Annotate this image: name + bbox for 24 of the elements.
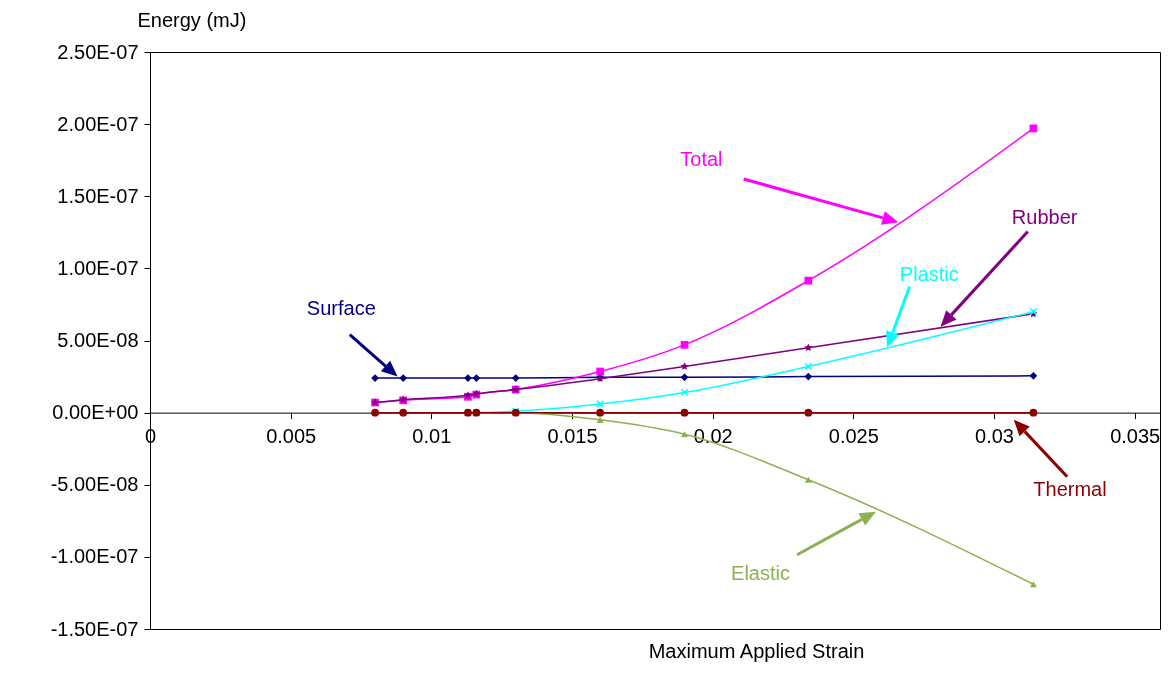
text: Plastic <box>899 262 959 285</box>
y-tick-label: -5.00E-08 <box>50 473 139 496</box>
y-axis-title: Energy (mJ) <box>137 8 247 31</box>
y-tick-label: -1.50E-07 <box>50 617 139 640</box>
y-tick-label: 1.00E-07 <box>57 256 139 279</box>
x-tick-label: 0.015 <box>547 425 598 448</box>
y-tick-label: -1.00E-07 <box>50 545 139 568</box>
text: Surface <box>306 296 376 319</box>
y-tick-label: 2.50E-07 <box>57 40 139 63</box>
text: Total <box>680 148 723 171</box>
legend-label: Thermal <box>1033 477 1107 500</box>
y-tick-label: 1.50E-07 <box>57 184 139 207</box>
y-tick-label: 5.00E-08 <box>57 329 139 351</box>
x-tick-label: 0.005 <box>266 425 317 448</box>
x-axis-title: Maximum Applied Strain <box>648 639 865 662</box>
x-tick-label: 0.02 <box>693 425 733 448</box>
y-tick-label: 2.00E-07 <box>57 112 139 135</box>
y-tick-label: 0.00E+00 <box>52 401 139 424</box>
x-tick-label: 0.035 <box>1110 425 1161 448</box>
text: Elastic <box>731 562 790 585</box>
x-tick-label: 0.03 <box>975 425 1014 448</box>
x-tick-label: 0.01 <box>412 425 452 448</box>
x-tick-label: 0.025 <box>828 425 879 448</box>
text: Rubber <box>1011 205 1078 228</box>
